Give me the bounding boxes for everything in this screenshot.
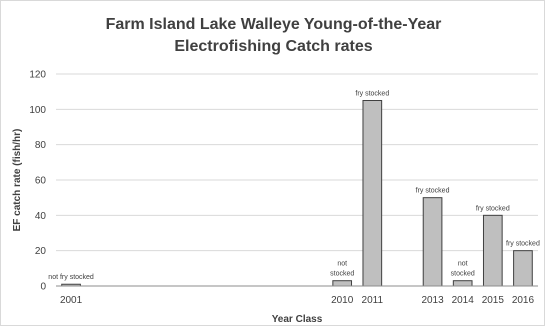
bar [422, 197, 443, 287]
bar [362, 100, 383, 287]
gridlines [56, 73, 538, 287]
data-labels: not fry stocked not stocked fry stocked fry … [48, 91, 540, 282]
x-tick-label: 2011 [362, 295, 384, 306]
x-tick-label: 2016 [512, 295, 535, 306]
y-tick-label: 80 [35, 140, 47, 151]
x-tick-label: 2014 [452, 295, 475, 306]
y-axis-title: EF catch rate (fish/hr) [12, 129, 23, 232]
data-label: not stocked [451, 261, 475, 278]
bar [332, 280, 353, 287]
bar [513, 250, 533, 287]
data-label: fry stocked [506, 241, 540, 248]
bar [482, 214, 503, 287]
x-tick-label: 2001 [60, 295, 83, 306]
y-tick-label: 60 [35, 176, 47, 187]
data-label: fry stocked [355, 91, 389, 98]
x-tick-label: 2015 [482, 295, 505, 306]
x-tick-label: 2013 [421, 295, 444, 306]
chart-title-line-1: Farm Island Lake Walleye Young-of-the-Ye… [105, 16, 442, 33]
chart-title-line-2: Electrofishing Catch rates [174, 38, 373, 55]
y-tick-label: 0 [40, 282, 46, 293]
data-label: fry stocked [416, 188, 450, 195]
x-axis-ticks: 2001 2010 2011 2013 2014 2015 2016 [60, 295, 535, 306]
bars [61, 100, 533, 287]
y-tick-label: 120 [29, 70, 46, 81]
x-tick-label: 2010 [331, 295, 354, 306]
x-axis-title: Year Class [272, 314, 323, 325]
y-tick-label: 20 [35, 246, 47, 257]
y-tick-label: 40 [35, 211, 47, 222]
data-label: fry stocked [476, 205, 510, 212]
bar [452, 280, 473, 287]
y-axis-ticks: 0 20 40 60 80 100 120 [29, 70, 46, 293]
y-tick-label: 100 [29, 105, 46, 116]
data-label: not fry stocked [48, 274, 94, 281]
data-label: not stocked [330, 261, 354, 278]
chart-title: Farm Island Lake Walleye Young-of-the-Ye… [0, 14, 547, 58]
